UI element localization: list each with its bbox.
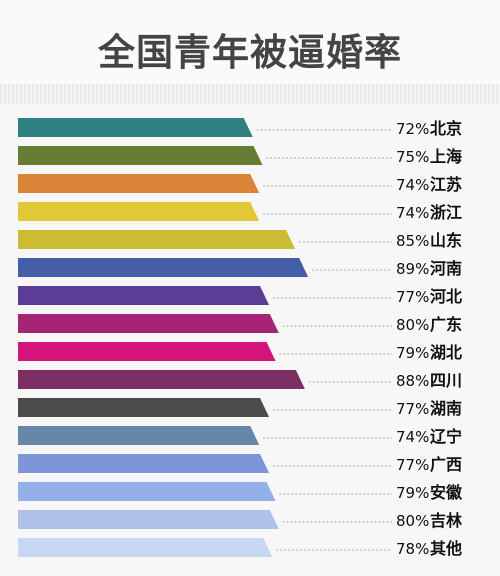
bar-3 [18,174,260,193]
value-label-10: 88% [396,372,429,390]
value-label-7: 77% [396,288,429,306]
category-label-1: 北京 [430,119,462,138]
value-label-13: 77% [396,456,429,474]
category-label-16: 其他 [430,539,462,558]
bar-10 [18,370,305,389]
value-label-8: 80% [396,316,429,334]
category-label-11: 湖南 [430,399,462,418]
bar-1 [18,118,253,137]
bar-6 [18,258,309,277]
category-label-13: 广西 [430,455,462,474]
category-label-8: 广东 [430,315,462,334]
value-label-11: 77% [396,400,429,418]
category-label-9: 湖北 [430,343,462,362]
bar-7 [18,286,270,305]
bar-9 [18,342,276,361]
value-label-9: 79% [396,344,429,362]
category-label-14: 安徽 [430,483,463,502]
bar-5 [18,230,296,249]
value-label-16: 78% [396,540,429,558]
value-label-3: 74% [396,176,429,194]
category-label-5: 山东 [430,231,462,250]
category-label-4: 浙江 [430,203,462,222]
decorative-texture [0,84,500,104]
category-label-2: 上海 [430,147,462,166]
bar-11 [18,398,270,417]
value-label-12: 74% [396,428,429,446]
bar-4 [18,202,260,221]
header-band [0,0,500,84]
category-label-3: 江苏 [430,175,462,194]
value-label-1: 72% [396,120,429,138]
bar-15 [18,510,279,529]
value-label-15: 80% [396,512,429,530]
category-label-15: 吉林 [430,511,462,530]
value-label-6: 89% [396,260,429,278]
bar-14 [18,482,276,501]
bar-13 [18,454,270,473]
chart-title: 全国青年被逼婚率 [98,31,402,74]
category-label-10: 四川 [430,371,462,390]
category-label-12: 辽宁 [430,427,462,446]
bar-16 [18,538,273,557]
bar-12 [18,426,260,445]
bar-2 [18,146,263,165]
value-label-5: 85% [396,232,429,250]
bar-8 [18,314,279,333]
category-label-6: 河南 [430,259,462,278]
value-label-2: 75% [396,148,429,166]
value-label-14: 79% [396,484,429,502]
category-label-7: 河北 [430,287,462,306]
value-label-4: 74% [396,204,429,222]
